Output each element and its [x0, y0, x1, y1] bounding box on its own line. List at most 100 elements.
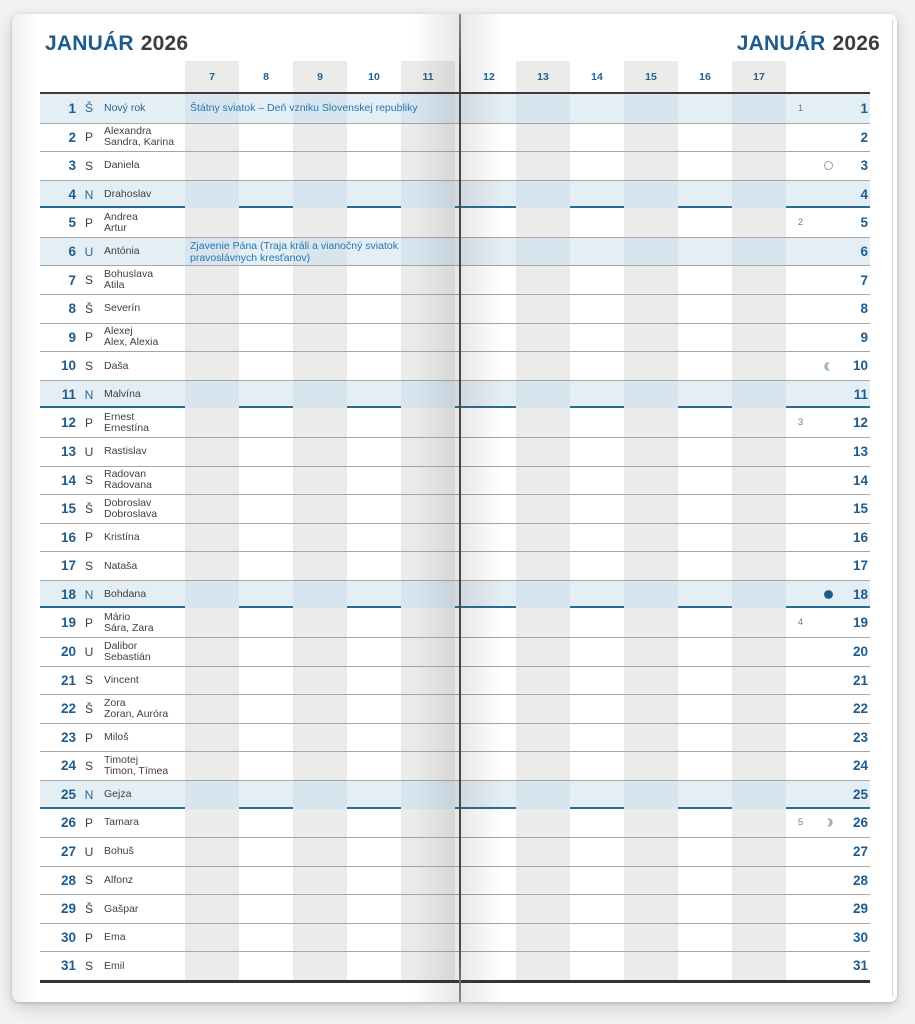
new-moon-icon: [823, 589, 834, 600]
time-slot-15: [624, 780, 678, 809]
time-slot-9: [293, 266, 347, 295]
time-slot-14: [570, 238, 624, 266]
hour-column-13: 13: [516, 61, 570, 92]
time-slot-9: [293, 437, 347, 466]
row-right-day-10: 10: [460, 351, 870, 380]
time-slot-16: [678, 124, 732, 152]
week-number: 1: [797, 102, 804, 114]
time-slot-15: [624, 838, 678, 866]
time-slot-7: [185, 552, 239, 580]
time-slot-12: [462, 408, 516, 437]
name-days: Kristína: [102, 531, 185, 543]
name-day: Sára, Zara: [104, 621, 154, 634]
hour-column-11: 11: [401, 61, 455, 92]
time-slot-12: [462, 638, 516, 666]
name-days: Mário Sára, Zara: [102, 611, 185, 634]
time-slot-11: [401, 295, 455, 323]
time-slot-13: [516, 323, 570, 352]
name-day: Atila: [104, 279, 125, 292]
time-slot-16: [678, 94, 732, 123]
time-slot-14: [570, 552, 624, 580]
time-slot-14: [570, 952, 624, 980]
time-slot-7: [185, 780, 239, 809]
row-right-day-16: 16: [460, 522, 870, 552]
day-number: 18: [852, 586, 868, 602]
time-slot-12: [462, 667, 516, 695]
name-day: Alfonz: [104, 873, 134, 886]
day-number: 17: [60, 558, 76, 574]
time-slot-15: [624, 352, 678, 380]
day-number: 1: [68, 100, 76, 116]
name-days: Dalibor Sebastián: [102, 640, 185, 663]
day-number: 31: [60, 958, 76, 974]
day-number: 13: [852, 444, 868, 459]
time-slot-14: [570, 724, 624, 752]
row-left-day-18: 18 N Bohdana: [40, 579, 460, 609]
time-slot-14: [570, 608, 624, 637]
name-days: Alfonz: [102, 873, 185, 886]
page-title-right: JANUÁR 2026: [737, 32, 880, 56]
month-label: JANUÁR: [45, 32, 134, 55]
hour-column-12: 12: [483, 70, 495, 83]
day-number: 22: [60, 701, 76, 717]
time-slot-10: [347, 809, 401, 838]
time-slot-17: [732, 437, 786, 466]
day-number: 16: [60, 529, 76, 545]
weekday-letter: S: [84, 273, 93, 288]
day-number: 6: [68, 243, 76, 259]
weekday-letter: S: [84, 559, 93, 574]
time-slot-9: [293, 580, 347, 609]
time-slot-10: [347, 495, 401, 523]
row-left-day-22: 22 Š Zora Zoran, Auróra: [40, 694, 460, 723]
time-slot-12: [462, 695, 516, 723]
time-slot-7: [185, 580, 239, 609]
name-days: Miloš: [102, 732, 185, 743]
day-number: 27: [852, 844, 868, 860]
time-slot-16: [678, 152, 732, 180]
week-number: 2: [797, 216, 804, 228]
time-slot-13: [516, 866, 570, 895]
day-number: 22: [852, 701, 868, 717]
weekday-letter: Š: [84, 701, 93, 716]
row-left-day-20: 20 U Dalibor Sebastián: [40, 637, 460, 666]
day-number: 24: [852, 758, 868, 774]
name-days: Nataša: [102, 560, 185, 572]
row-right-day-12: 3 12: [460, 408, 870, 437]
time-slot-9: [293, 638, 347, 666]
row-left-day-4: 4 N Drahoslav: [40, 179, 460, 209]
time-slot-15: [624, 895, 678, 923]
row-left-day-2: 2 P Alexandra Sandra, Karina: [40, 122, 460, 152]
name-day: Malvína: [104, 388, 141, 401]
time-slot-7: [185, 695, 239, 723]
name-day: Gejza: [104, 788, 132, 801]
time-slot-9: [293, 94, 347, 123]
time-slot-16: [678, 781, 732, 809]
row-left-day-23: 23 P Miloš: [40, 722, 460, 752]
time-slot-11: [401, 808, 455, 838]
time-slot-11: [401, 838, 455, 866]
day-number: 29: [852, 901, 868, 917]
time-slot-17: [732, 523, 786, 552]
time-slot-7: [185, 295, 239, 323]
day-number: 19: [60, 614, 76, 630]
time-slot-17: [732, 780, 786, 809]
weekday-letter: N: [84, 587, 94, 602]
time-slot-17: [732, 866, 786, 895]
month-label: JANUÁR: [736, 32, 826, 55]
row-left-day-30: 30 P Ema: [40, 922, 460, 952]
time-slot-15: [624, 695, 678, 723]
time-slot-7: [185, 352, 239, 380]
time-slot-11: [401, 437, 455, 466]
hour-column-16: 16: [699, 70, 711, 83]
time-slot-16: [678, 352, 732, 380]
day-number: 21: [852, 672, 868, 688]
time-slot-16: [678, 667, 732, 695]
name-days: Malvína: [102, 389, 185, 400]
time-slot-7: [185, 437, 239, 466]
left-page: JANUÁR 2026 7 8 9 10 11 1 Š Nový rok Štátny …: [12, 14, 460, 1002]
row-right-day-3: 3: [460, 151, 870, 180]
day-number: 11: [853, 386, 868, 402]
time-slot-7: [185, 495, 239, 523]
time-slot-8: [239, 724, 293, 752]
time-slot-8: [239, 752, 293, 780]
